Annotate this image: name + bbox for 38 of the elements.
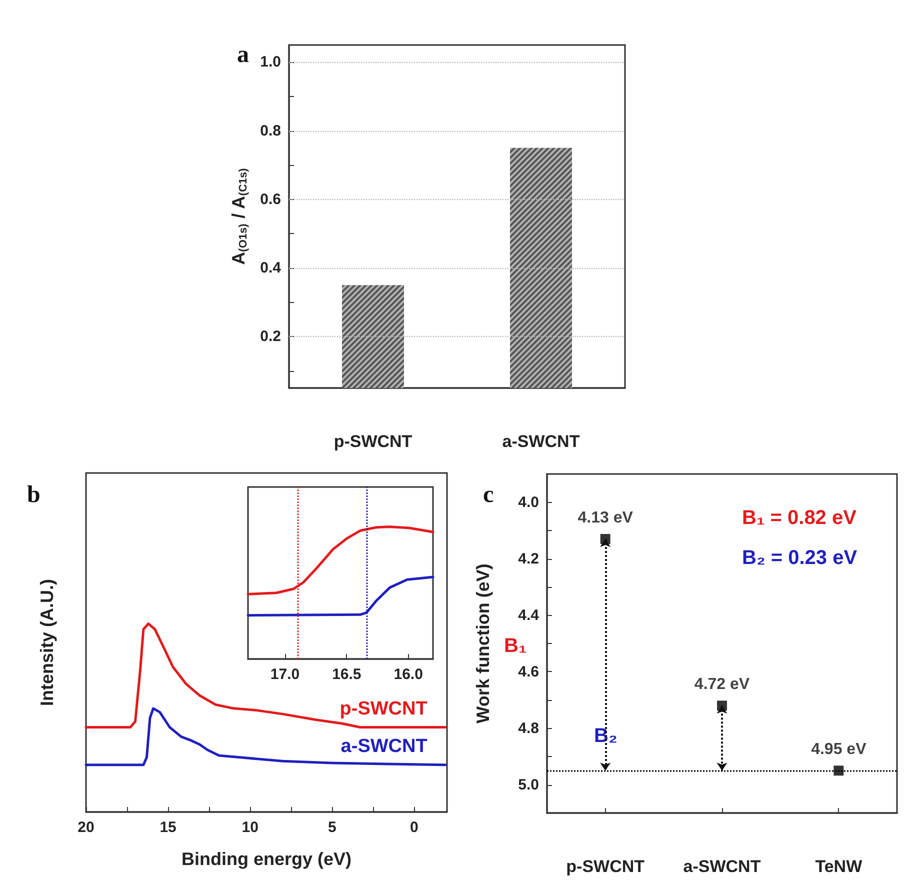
y-tick-label: 4.4 xyxy=(518,606,540,624)
x-tick-label: 16.5 xyxy=(332,666,362,683)
data-label: 4.95 eV xyxy=(811,741,867,758)
series-label: p-SWCNT xyxy=(340,698,428,720)
data-label: 4.72 eV xyxy=(694,676,750,694)
x-tick-label: 0 xyxy=(410,819,418,836)
point xyxy=(834,766,844,776)
series-label: a-SWCNT xyxy=(340,736,428,757)
y-tick-label: 0.6 xyxy=(260,190,281,208)
x-tick-label: 5 xyxy=(328,819,336,836)
annotation: B₁ = 0.82 eV xyxy=(742,507,858,529)
y-tick-label: 0.8 xyxy=(260,122,281,140)
y-tick-label: 4.6 xyxy=(518,663,539,680)
chart-title: b xyxy=(27,482,40,508)
x-tick-label: 17.0 xyxy=(270,666,300,683)
y-tick-label: 0.4 xyxy=(260,259,282,276)
x-tick-label: p-SWCNT xyxy=(566,857,646,876)
x-tick-label: 16.0 xyxy=(394,666,423,683)
chart-title: c xyxy=(483,482,494,508)
y-tick-label: 4.2 xyxy=(518,550,539,568)
x-tick-label: a-SWCNT xyxy=(683,857,762,876)
y-axis-title: A(O1s) / A(C1s) xyxy=(228,168,250,265)
x-axis-title: Binding energy (eV) xyxy=(181,849,352,869)
y-tick-label: 1.0 xyxy=(260,54,281,71)
chart-title: a xyxy=(237,42,249,68)
y-axis-title: Intensity (A.U.) xyxy=(37,578,57,706)
y-tick-label: 4.0 xyxy=(518,494,539,511)
y-tick-label: 5.0 xyxy=(518,776,539,794)
x-tick-label: TeNW xyxy=(815,857,864,876)
y-tick-label: 0.2 xyxy=(260,328,281,346)
y-axis-title: Work function (eV) xyxy=(473,564,493,724)
x-tick-label: 15 xyxy=(160,819,176,836)
x-tick-label: 10 xyxy=(242,819,258,836)
x-tick-label: 20 xyxy=(78,819,94,836)
text: B₁ xyxy=(504,635,527,657)
y-tick-label: 4.8 xyxy=(518,720,539,737)
data-label: 4.13 eV xyxy=(578,509,634,526)
annotation: B₂ = 0.23 eV xyxy=(742,547,858,569)
